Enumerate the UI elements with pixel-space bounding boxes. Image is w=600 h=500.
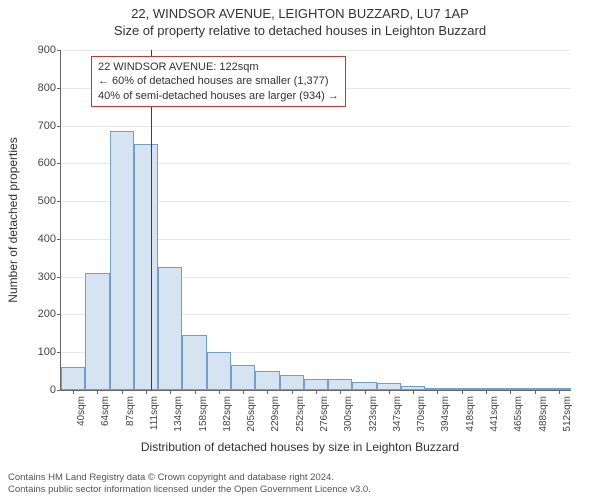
annotation-line1: 22 WINDSOR AVENUE: 122sqm [98, 60, 339, 74]
chart-title-line2: Size of property relative to detached ho… [0, 21, 600, 38]
gridline [61, 50, 571, 51]
histogram-bar [85, 273, 109, 390]
histogram-bar [304, 379, 328, 390]
ytick-label: 600 [16, 157, 56, 169]
ytick-mark [57, 50, 61, 51]
footer-line1: Contains HM Land Registry data © Crown c… [8, 472, 371, 484]
histogram-bar [182, 335, 206, 390]
xtick-label: 370sqm [416, 396, 427, 432]
xtick-mark [292, 390, 293, 394]
xtick-label: 205sqm [246, 396, 257, 432]
xtick-mark [437, 390, 438, 394]
histogram-bar [328, 379, 352, 390]
ytick-label: 500 [16, 195, 56, 207]
xtick-label: 111sqm [149, 396, 160, 430]
xtick-mark [122, 390, 123, 394]
ytick-mark [57, 314, 61, 315]
xtick-mark [316, 390, 317, 394]
histogram-bar [255, 371, 279, 390]
xtick-label: 418sqm [465, 396, 476, 432]
ytick-mark [57, 88, 61, 89]
histogram-bar [231, 365, 255, 390]
ytick-label: 200 [16, 308, 56, 320]
footer-line2: Contains public sector information licen… [8, 484, 371, 496]
ytick-mark [57, 390, 61, 391]
xtick-mark [219, 390, 220, 394]
ytick-label: 800 [16, 82, 56, 94]
chart-container: 22, WINDSOR AVENUE, LEIGHTON BUZZARD, LU… [0, 0, 600, 500]
histogram-bar [110, 131, 134, 390]
ytick-label: 100 [16, 346, 56, 358]
ytick-label: 900 [16, 44, 56, 56]
xtick-mark [535, 390, 536, 394]
ytick-mark [57, 126, 61, 127]
xtick-label: 347sqm [392, 396, 403, 432]
xtick-label: 276sqm [319, 396, 330, 432]
histogram-bar [207, 352, 231, 390]
xtick-label: 87sqm [125, 396, 136, 426]
histogram-bar [377, 383, 401, 390]
xtick-label: 229sqm [270, 396, 281, 432]
annotation-line3: 40% of semi-detached houses are larger (… [98, 89, 339, 103]
xtick-mark [146, 390, 147, 394]
xtick-label: 441sqm [489, 396, 500, 432]
xtick-mark [413, 390, 414, 394]
xtick-label: 394sqm [440, 396, 451, 432]
histogram-bar [158, 267, 182, 390]
xtick-label: 465sqm [513, 396, 524, 432]
xtick-mark [243, 390, 244, 394]
xtick-mark [365, 390, 366, 394]
xtick-label: 488sqm [538, 396, 549, 432]
xtick-mark [267, 390, 268, 394]
annotation-line2: ← 60% of detached houses are smaller (1,… [98, 74, 339, 88]
ytick-label: 0 [16, 384, 56, 396]
xtick-mark [559, 390, 560, 394]
xtick-label: 252sqm [295, 396, 306, 432]
xtick-label: 158sqm [198, 396, 209, 432]
xtick-label: 64sqm [100, 396, 111, 426]
gridline [61, 126, 571, 127]
xtick-mark [486, 390, 487, 394]
xtick-mark [340, 390, 341, 394]
ytick-label: 300 [16, 271, 56, 283]
xtick-label: 300sqm [343, 396, 354, 432]
ytick-label: 400 [16, 233, 56, 245]
xtick-label: 323sqm [368, 396, 379, 432]
ytick-mark [57, 239, 61, 240]
xtick-mark [389, 390, 390, 394]
histogram-bar [134, 144, 158, 390]
plot-area: 22 WINDSOR AVENUE: 122sqm ← 60% of detac… [60, 50, 571, 391]
ytick-mark [57, 163, 61, 164]
histogram-bar [61, 367, 85, 390]
ytick-mark [57, 277, 61, 278]
xtick-label: 40sqm [76, 396, 87, 426]
xtick-mark [97, 390, 98, 394]
ytick-mark [57, 201, 61, 202]
histogram-bar [352, 382, 376, 390]
xtick-mark [510, 390, 511, 394]
histogram-bar [280, 375, 304, 390]
xtick-label: 182sqm [222, 396, 233, 432]
xtick-mark [170, 390, 171, 394]
footer-attribution: Contains HM Land Registry data © Crown c… [8, 472, 371, 496]
xtick-label: 512sqm [562, 396, 573, 432]
xtick-mark [73, 390, 74, 394]
annotation-box: 22 WINDSOR AVENUE: 122sqm ← 60% of detac… [91, 56, 346, 107]
ytick-mark [57, 352, 61, 353]
ytick-label: 700 [16, 120, 56, 132]
xtick-mark [462, 390, 463, 394]
x-axis-label: Distribution of detached houses by size … [0, 440, 600, 454]
xtick-mark [195, 390, 196, 394]
chart-title-line1: 22, WINDSOR AVENUE, LEIGHTON BUZZARD, LU… [0, 0, 600, 21]
xtick-label: 134sqm [173, 396, 184, 432]
